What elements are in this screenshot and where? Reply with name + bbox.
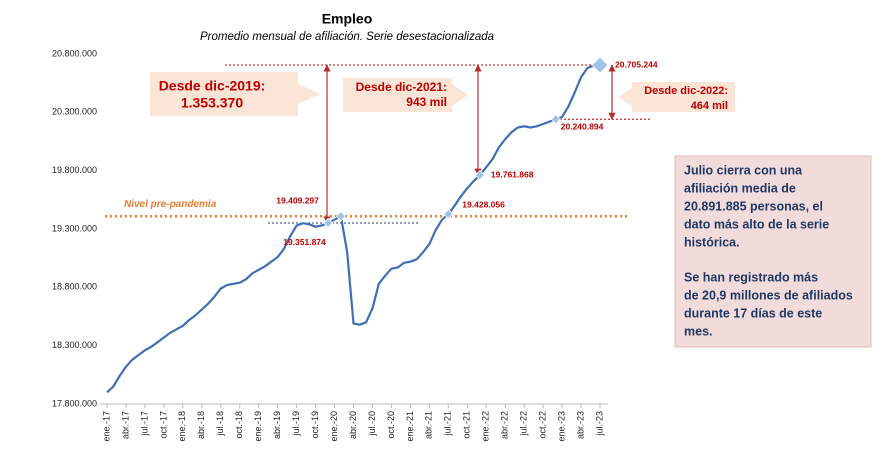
annotation-text: 943 mil [406, 95, 447, 109]
marker [335, 211, 346, 222]
annotation-box [343, 78, 468, 112]
x-tick-label: jul.-20 [367, 411, 377, 437]
x-tick-label: ene.-21 [405, 411, 415, 442]
x-tick-label: ene.-17 [101, 411, 111, 442]
x-tick-label: abr.-23 [575, 411, 585, 439]
value-label: 19.428.056 [462, 199, 505, 209]
note-box [674, 155, 872, 348]
value-label: 19.409.297 [276, 195, 319, 205]
value-label: 20.705.244 [615, 59, 658, 69]
y-tick-label: 20.300.000 [52, 107, 97, 117]
marker [550, 114, 561, 125]
chart-subtitle: Promedio mensual de afiliación. Serie de… [200, 31, 494, 43]
annotation-box [150, 72, 320, 116]
y-tick-label: 19.300.000 [52, 223, 97, 233]
note-text: afiliación media de [684, 181, 796, 195]
x-tick-label: jul.-21 [443, 411, 453, 437]
x-tick-label: jul.-23 [594, 411, 604, 437]
annotation-text: Desde dic-2021: [356, 80, 447, 94]
marker [443, 208, 454, 220]
x-tick-label: abr.-17 [120, 411, 130, 439]
marker [474, 170, 485, 181]
value-label: 20.240.894 [561, 121, 604, 131]
x-tick-label: jul.-22 [519, 411, 529, 437]
x-tick-label: ene.-19 [253, 411, 263, 442]
x-tick-label: abr.-19 [272, 411, 282, 439]
x-tick-label: jul.-19 [291, 411, 301, 437]
series-line [106, 64, 601, 394]
x-tick-label: abr.-22 [500, 411, 510, 439]
x-tick-label: ene.-20 [329, 411, 339, 442]
note-text: Julio cierra con una [684, 163, 803, 177]
x-tick-label: ene.-22 [481, 411, 491, 442]
note-text: 20.891.885 personas, el [684, 199, 823, 213]
x-tick-label: oct.-17 [158, 411, 168, 439]
x-tick-label: abr.-18 [196, 411, 206, 439]
x-tick-label: abr.-21 [424, 411, 434, 439]
value-label: 19.351.874 [283, 237, 326, 247]
x-tick-label: oct.-19 [310, 411, 320, 439]
reference-label: Nivel pre-pandemia [124, 199, 217, 210]
annotation-text: Desde dic-2022: [644, 85, 728, 97]
x-tick-label: jul.-18 [215, 411, 225, 437]
y-tick-label: 19.800.000 [52, 165, 97, 175]
y-tick-label: 17.800.000 [52, 398, 97, 408]
annotation-text: Desde dic-2019: [159, 78, 266, 94]
note-text: durante 17 días de este [684, 306, 822, 320]
x-tick-label: oct.-21 [462, 411, 472, 439]
marker [591, 56, 609, 74]
x-tick-label: oct.-20 [386, 411, 396, 439]
marker [323, 217, 334, 229]
note-text: dato más alto de la serie [684, 217, 829, 231]
note-text: mes. [684, 324, 713, 338]
annotation-text: 1.353.370 [181, 95, 243, 111]
annotation-box [618, 82, 735, 112]
y-tick-label: 20.800.000 [52, 48, 97, 58]
x-tick-label: oct.-22 [537, 411, 547, 439]
y-tick-label: 18.300.000 [52, 340, 97, 350]
note-text: Se han registrado más [684, 270, 818, 284]
x-tick-label: ene.-23 [556, 411, 566, 442]
x-tick-label: oct.-18 [234, 411, 244, 439]
x-tick-label: abr.-20 [348, 411, 358, 439]
annotation-text: 464 mil [691, 100, 728, 112]
x-tick-label: ene.-18 [177, 411, 187, 442]
y-tick-label: 18.800.000 [52, 282, 97, 292]
value-label: 19.761.868 [491, 169, 534, 179]
chart-title: Empleo [322, 11, 373, 27]
note-text: histórica. [684, 235, 740, 249]
x-tick-label: jul.-17 [139, 411, 149, 437]
note-text: de 20,9 millones de afiliados [684, 288, 853, 302]
